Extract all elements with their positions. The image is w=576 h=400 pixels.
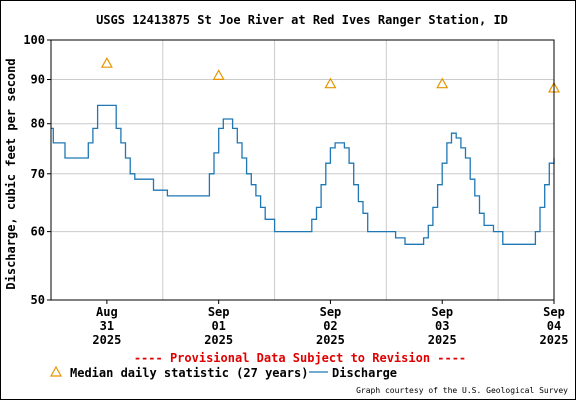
x-tick-label: 01	[211, 319, 225, 333]
x-tick-label: 2025	[316, 333, 345, 347]
median-marker	[212, 69, 225, 80]
y-tick-label: 90	[31, 73, 45, 87]
y-tick-label: 50	[31, 293, 45, 307]
x-tick-label: Sep	[208, 305, 230, 319]
plot-border	[50, 39, 555, 301]
median-marker	[324, 77, 337, 89]
median-marker	[100, 56, 113, 68]
y-axis-label: Discharge, cubic feet per second	[4, 58, 18, 289]
y-tick-label: 100	[23, 33, 45, 47]
y-tick-label: 70	[31, 167, 45, 181]
x-tick-label: Aug	[96, 305, 118, 319]
y-tick-label: 60	[31, 225, 45, 239]
credit-text: Graph courtesy of the U.S. Geological Su…	[356, 386, 568, 395]
y-axis-ticks: 50 60 70 80 90 100	[23, 33, 51, 307]
x-tick-label: 02	[323, 319, 337, 333]
x-axis-ticks: Aug312025Sep012025Sep022025Sep032025Sep0…	[92, 300, 568, 347]
legend-median-marker	[49, 365, 63, 377]
y-tick-label: 80	[31, 117, 45, 131]
x-tick-label: Sep	[431, 305, 453, 319]
x-tick-label: 2025	[204, 333, 233, 347]
x-tick-label: 2025	[540, 333, 569, 347]
x-tick-label: 2025	[92, 333, 121, 347]
discharge-line	[51, 104, 555, 245]
x-tick-label: Sep	[320, 305, 342, 319]
gridlines	[51, 40, 554, 300]
x-tick-label: 2025	[428, 333, 457, 347]
x-tick-label: Sep	[543, 305, 565, 319]
x-tick-label: 31	[100, 319, 114, 333]
provisional-notice: ---- Provisional Data Subject to Revisio…	[134, 351, 466, 365]
legend: Median daily statistic (27 years) Dischar…	[49, 365, 397, 380]
legend-discharge-label: Discharge	[332, 366, 397, 380]
chart-title: USGS 12413875 St Joe River at Red Ives R…	[96, 13, 508, 27]
x-tick-label: 03	[435, 319, 449, 333]
series-layer	[51, 56, 561, 245]
x-tick-label: 04	[547, 319, 561, 333]
legend-median-label: Median daily statistic (27 years)	[70, 366, 308, 380]
median-marker	[436, 77, 449, 89]
